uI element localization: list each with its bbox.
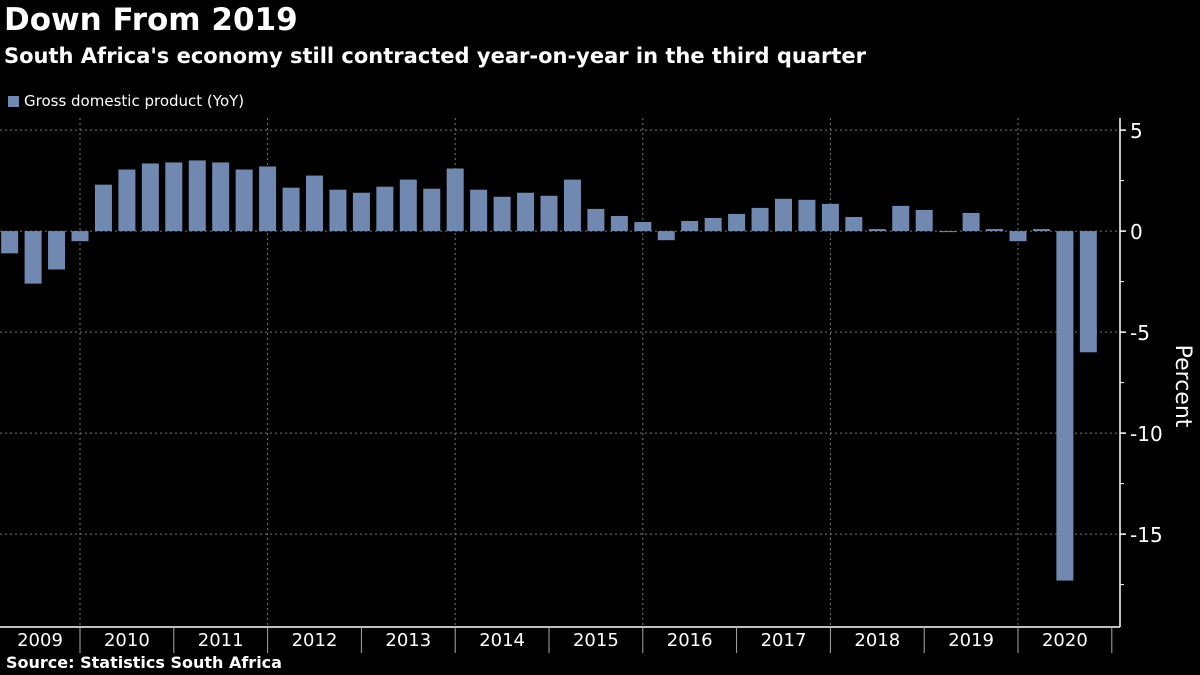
bar-2020Q2: [1056, 231, 1074, 581]
bar-2017Q1: [751, 207, 769, 232]
chart-subtitle: South Africa's economy still contracted …: [4, 44, 866, 68]
y-tick-label: -10: [1130, 422, 1163, 446]
y-tick-label: 5: [1130, 119, 1143, 143]
bar-2010Q1: [94, 184, 112, 232]
bar-2011Q4: [259, 166, 277, 232]
bar-2020Q1: [1032, 229, 1050, 232]
x-tick-label: 2018: [854, 630, 900, 651]
bar-2009Q2: [24, 231, 42, 284]
bar-2013Q3: [423, 188, 441, 232]
y-tick-label: -5: [1130, 321, 1150, 345]
bar-2016Q3: [704, 217, 722, 232]
x-tick-label: 2012: [292, 630, 338, 651]
bar-2018Q3: [892, 205, 910, 232]
x-tick-label: 2020: [1042, 630, 1088, 651]
y-tick-label: 0: [1130, 220, 1143, 244]
x-tick-label: 2015: [573, 630, 619, 651]
bar-2009Q3: [48, 231, 66, 270]
legend: Gross domestic product (YoY): [8, 92, 244, 110]
bar-2011Q3: [235, 169, 253, 232]
x-tick-label: 2017: [761, 630, 807, 651]
bar-2014Q4: [540, 195, 558, 232]
bar-2015Q2: [587, 208, 605, 232]
bar-2019Q4: [1009, 231, 1027, 242]
bar-2010Q4: [165, 162, 183, 232]
bar-2014Q1: [470, 189, 488, 232]
bar-2018Q4: [915, 209, 933, 232]
chart-title: Down From 2019: [4, 2, 298, 38]
bar-2019Q3: [986, 229, 1004, 232]
bar-2011Q1: [188, 160, 206, 232]
bar-2013Q2: [399, 179, 417, 232]
bar-2017Q3: [798, 199, 816, 232]
bar-2012Q1: [282, 187, 300, 232]
source-note: Source: Statistics South Africa: [6, 653, 282, 672]
bar-2017Q4: [821, 203, 839, 232]
bar-2014Q2: [493, 196, 511, 232]
x-tick-label: 2010: [104, 630, 150, 651]
bar-2011Q2: [212, 162, 230, 232]
legend-label: Gross domestic product (YoY): [24, 92, 245, 110]
bar-2013Q1: [376, 186, 394, 232]
bar-2016Q1: [657, 231, 675, 241]
bar-2016Q4: [728, 213, 746, 232]
x-tick-label: 2011: [198, 630, 244, 651]
bar-2015Q1: [563, 179, 581, 232]
y-tick-label: -15: [1130, 523, 1163, 547]
bar-2010Q3: [141, 163, 159, 232]
bar-2019Q1: [939, 231, 957, 233]
bar-2015Q3: [610, 215, 628, 232]
bar-2015Q4: [634, 222, 652, 232]
bar-2016Q2: [681, 221, 699, 232]
bar-2013Q4: [446, 168, 464, 232]
bar-2010Q2: [118, 169, 136, 232]
bar-2012Q4: [352, 192, 370, 232]
legend-swatch: [8, 95, 19, 107]
x-tick-label: 2009: [17, 630, 63, 651]
bar-2018Q2: [868, 229, 886, 232]
x-tick-label: 2013: [385, 630, 431, 651]
x-tick-label: 2014: [479, 630, 525, 651]
bar-2014Q3: [517, 192, 535, 232]
bar-2018Q1: [845, 216, 863, 232]
bar-2012Q3: [329, 189, 347, 232]
bar-2020Q3: [1079, 231, 1097, 353]
bar-2009Q4: [71, 231, 89, 242]
bar-2012Q2: [306, 175, 323, 232]
bar-2019Q2: [962, 212, 980, 232]
bar-2017Q2: [775, 198, 792, 232]
y-axis-label: Percent: [1170, 345, 1195, 428]
x-tick-label: 2016: [667, 630, 713, 651]
bar-2009Q1: [1, 231, 19, 254]
x-tick-label: 2019: [948, 630, 994, 651]
